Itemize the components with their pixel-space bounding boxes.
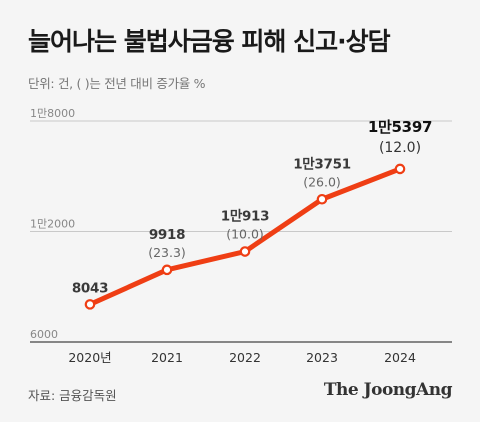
x-tick-label: 2024 [384,350,416,365]
data-point [394,163,406,175]
value-label: 9918 [149,227,185,243]
x-tick-label: 2021 [151,350,183,365]
brand-logo: The JoongAng [323,380,453,400]
data-point [239,246,251,257]
x-tick-label: 2022 [229,350,261,365]
growth-label: (10.0) [226,227,264,242]
value-label: 1만913 [221,209,270,225]
growth-label: (23.3) [148,245,186,260]
x-tick-label: 2023 [306,350,338,365]
y-tick-label: 1만8000 [30,107,75,120]
value-label: 8043 [72,280,108,296]
y-tick-label: 6000 [30,328,58,341]
growth-label: (12.0) [379,140,421,156]
data-point [161,264,173,276]
chart-title: 늘어나는 불법사금융 피해 신고·상담 [28,27,391,56]
data-point [316,193,328,205]
source-note: 자료: 금융감독원 [28,388,117,403]
x-tick-label: 2020년 [68,350,111,365]
value-label: 1만3751 [293,156,351,172]
data-point [84,299,96,310]
unit-note: 단위: 건, ( )는 전년 대비 증가율 % [28,76,206,91]
growth-label: (26.0) [303,174,341,189]
value-label: 1만5397 [368,118,432,136]
y-tick-label: 1만2000 [30,218,75,231]
